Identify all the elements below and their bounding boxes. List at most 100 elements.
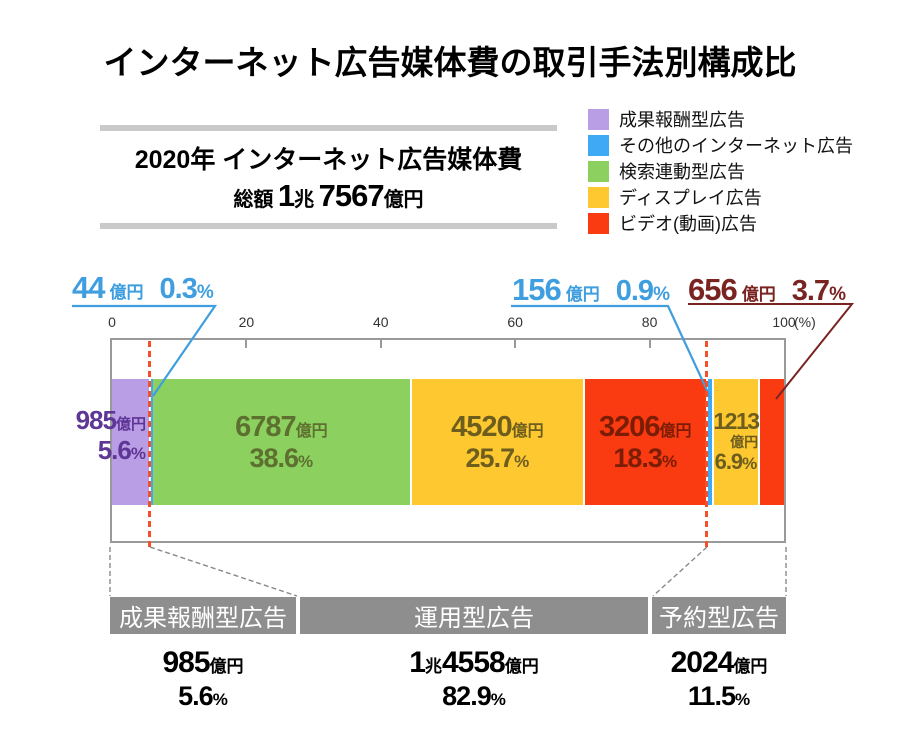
callout-pct: 3.7 bbox=[791, 275, 830, 307]
segment-pct: 18.3 bbox=[613, 443, 663, 474]
group-band-運用型広告: 運用型広告 bbox=[300, 597, 648, 634]
callout-unit: 億円 bbox=[565, 285, 600, 304]
bar-segment-成果報酬型広告 bbox=[112, 379, 149, 505]
group-pct-line: 5.6% bbox=[73, 681, 333, 712]
callout-other-internet-left: 44 億円 0.3% bbox=[72, 270, 214, 306]
axis-tick-label-40: 40 bbox=[373, 314, 389, 330]
group-connector-boundary2 bbox=[652, 546, 708, 597]
summary-box: 2020年 インターネット広告媒体費 総額 1兆 7567億円 bbox=[100, 125, 557, 229]
page-title: インターネット広告媒体費の取引手法別構成比 bbox=[103, 44, 797, 81]
legend-swatch-icon bbox=[588, 186, 609, 208]
callout-pct-sign: % bbox=[196, 282, 214, 303]
callout-unit: 億円 bbox=[109, 283, 144, 302]
axis-tick-label-20: 20 bbox=[238, 314, 255, 330]
legend-label: 検索連動型広告 bbox=[619, 162, 745, 182]
legend-row-0: 成果報酬型広告 bbox=[588, 106, 853, 132]
legend: 成果報酬型広告その他のインターネット広告 検索連動型広告 ディスプレイ広告 ビデオ(動… bbox=[588, 106, 853, 236]
group-value-unit: 億円 bbox=[733, 657, 768, 676]
legend-label: 成果報酬型広告 bbox=[619, 110, 745, 130]
group-value-line: 985億円 bbox=[73, 646, 333, 681]
segment-value: 4520 bbox=[451, 410, 513, 443]
group-value-unit: 兆 bbox=[424, 657, 442, 676]
group-value-line: 1兆4558億円 bbox=[344, 646, 604, 681]
group-pct-line: 82.9% bbox=[344, 681, 604, 712]
segment-pct: 25.7 bbox=[465, 443, 516, 474]
segment-label-outside: 985億円 5.6% bbox=[58, 405, 146, 466]
callout-pct-sign: % bbox=[653, 284, 670, 305]
segment-value-line: 6787億円 bbox=[235, 411, 328, 443]
segment-label: 3206億円 18.3% bbox=[585, 379, 706, 505]
segment-unit: 億円 bbox=[295, 422, 328, 440]
callout-value: 44 bbox=[72, 270, 105, 305]
group-pct-line: 11.5% bbox=[589, 681, 849, 712]
group-band-予約型広告: 予約型広告 bbox=[652, 597, 786, 634]
legend-label: ビデオ(動画)広告 bbox=[619, 214, 757, 234]
summary-total-line: 総額 1兆 7567億円 bbox=[100, 178, 557, 214]
callout-pct: 0.9 bbox=[615, 275, 654, 307]
segment-pct-sign: % bbox=[130, 443, 146, 463]
segment-label: 6787億円 38.6% bbox=[153, 379, 410, 505]
segment-label: 4520億円 25.7% bbox=[412, 379, 583, 505]
segment-pct-sign: % bbox=[514, 452, 530, 472]
segment-pct-line: 38.6% bbox=[249, 443, 313, 473]
group-total-成果報酬型広告: 985億円 5.6% bbox=[73, 646, 333, 712]
callout-other-internet-right: 156 億円 0.9% bbox=[512, 272, 670, 308]
legend-label: その他のインターネット広告 bbox=[619, 136, 853, 156]
segment-pct-line: 18.3% bbox=[613, 443, 677, 473]
legend-row-2: 検索連動型広告 bbox=[588, 158, 853, 184]
group-value: 1 bbox=[409, 646, 426, 679]
segment-value: 1213 bbox=[713, 407, 760, 434]
legend-swatch-icon bbox=[588, 108, 609, 130]
bar-segment-ディスプレイ広告: 1213 億円 6.9% bbox=[713, 379, 760, 505]
segment-pct-sign: % bbox=[742, 454, 758, 474]
segment-pct-sign: % bbox=[298, 452, 314, 472]
callout-pct: 0.3 bbox=[159, 273, 197, 305]
bar-segment-ディスプレイ広告: 4520億円 25.7% bbox=[412, 379, 583, 505]
segment-unit: 億円 bbox=[511, 422, 544, 440]
legend-swatch-icon bbox=[588, 134, 609, 156]
segment-pct-sign: % bbox=[661, 452, 678, 472]
bar-segment-ビデオ(動画)広告: 3206億円 18.3% bbox=[584, 379, 706, 505]
segment-pct: 38.6 bbox=[249, 443, 299, 474]
group-value: 985 bbox=[162, 646, 210, 679]
callout-value: 156 bbox=[512, 272, 562, 307]
segment-unit: 億円 bbox=[730, 433, 759, 450]
axis-tick-label-80: 80 bbox=[641, 314, 658, 330]
bar-segment-検索連動型広告: 6787億円 38.6% bbox=[152, 379, 411, 505]
summary-rule-bottom bbox=[100, 223, 557, 229]
group-total-運用型広告: 1兆4558億円 82.9% bbox=[344, 646, 604, 712]
group-total-予約型広告: 2024億円 11.5% bbox=[589, 646, 849, 712]
legend-swatch-icon bbox=[588, 160, 609, 182]
bar-segment-ビデオ(動画)広告 bbox=[760, 379, 784, 505]
segment-value: 3206 bbox=[598, 410, 661, 443]
callout-value: 656 bbox=[688, 272, 738, 307]
axis-tick-label-100: 100 bbox=[772, 314, 796, 330]
segment-value-line: 1213 bbox=[713, 407, 760, 435]
legend-row-4: ビデオ(動画)広告 bbox=[588, 210, 853, 236]
callout-pct-sign: % bbox=[829, 284, 846, 305]
group-pct: 5.6 bbox=[178, 680, 214, 711]
segment-label: 1213 億円 6.9% bbox=[713, 379, 760, 505]
segment-pct-line: 25.7% bbox=[466, 443, 530, 473]
group-band-成果報酬型広告: 成果報酬型広告 bbox=[110, 597, 296, 634]
group-pct: 11.5 bbox=[687, 680, 736, 711]
summary-year-line: 2020年 インターネット広告媒体費 bbox=[134, 146, 523, 174]
total-oku-unit: 億円 bbox=[383, 189, 424, 211]
axis-labels: (%) 0 20 40 60 80 100 bbox=[0, 314, 900, 334]
summary-rule-top bbox=[100, 125, 557, 131]
segment-value: 985 bbox=[75, 405, 117, 435]
callout-video-right: 656 億円 3.7% bbox=[688, 272, 846, 308]
group-boundary-line-0 bbox=[148, 341, 152, 547]
group-value-unit: 億円 bbox=[504, 657, 539, 676]
callout-unit: 億円 bbox=[741, 285, 776, 304]
legend-label: ディスプレイ広告 bbox=[619, 188, 762, 208]
group-pct: 82.9 bbox=[442, 680, 492, 711]
segment-unit: 億円 bbox=[659, 422, 692, 440]
segment-value: 6787 bbox=[235, 410, 297, 443]
axis-tick-label-60: 60 bbox=[507, 314, 523, 330]
axis-tick-mark-20 bbox=[245, 340, 248, 348]
group-pct-sign: % bbox=[490, 689, 506, 709]
total-oku-value: 7567 bbox=[318, 178, 385, 213]
total-cho-unit: 兆 bbox=[294, 189, 315, 211]
legend-row-3: ディスプレイ広告 bbox=[588, 184, 853, 210]
